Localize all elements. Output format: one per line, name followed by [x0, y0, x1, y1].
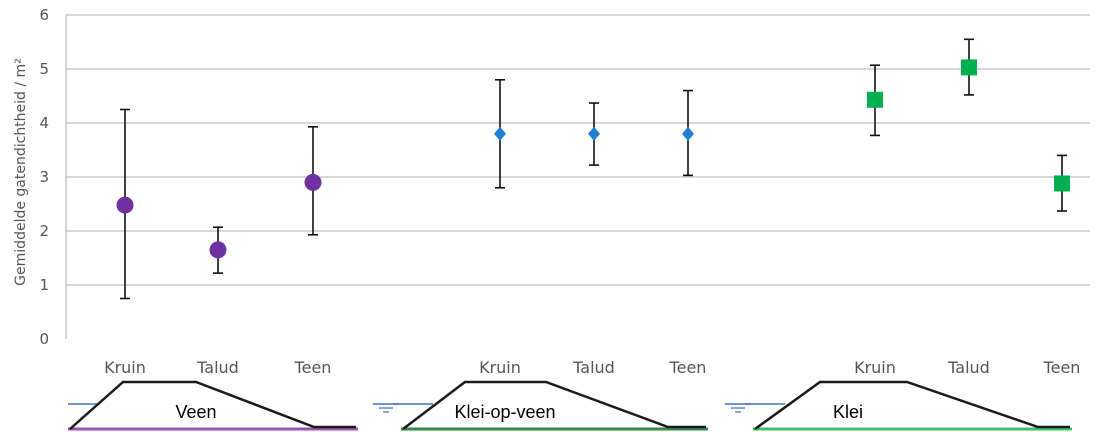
data-point-klei-op-veen-talud	[588, 126, 600, 141]
y-tick-label-3: 3	[39, 168, 49, 186]
data-point-veen-kruin	[116, 196, 134, 214]
dike-profile	[754, 380, 1070, 431]
category-label-talud: Talud	[947, 358, 990, 377]
x-axis-categories: Kruin Talud Teen Kruin Talud Teen Kruin Talud Te…	[104, 358, 1080, 377]
y-axis-label: Gemiddelde gatendichtheid / m²	[13, 58, 29, 286]
y-axis-ticks: 0 1 2 3 4 5 6	[39, 6, 49, 348]
dike-profile	[69, 380, 356, 430]
category-label-teen: Teen	[669, 358, 707, 377]
y-tick-label-5: 5	[39, 60, 49, 78]
y-tick-label-1: 1	[39, 276, 49, 294]
category-label-talud: Talud	[196, 358, 239, 377]
dike-diagrams: Veen Klei-op-veen Klei	[68, 380, 1072, 431]
error-bars	[120, 38, 1067, 300]
data-point-klei-teen	[1054, 175, 1070, 192]
dike-soil-label: Klei	[833, 402, 863, 422]
category-label-kruin: Kruin	[854, 358, 896, 377]
y-tick-label-4: 4	[39, 114, 49, 132]
dike-diagram-klei: Klei	[725, 380, 1072, 431]
data-points	[116, 59, 1070, 259]
dike-soil-label: Klei-op-veen	[454, 402, 555, 422]
data-point-klei-talud	[961, 59, 977, 76]
data-point-veen-teen	[304, 173, 322, 191]
dike-soil-label: Veen	[175, 402, 216, 422]
category-label-teen: Teen	[1043, 358, 1081, 377]
grid-lines	[65, 14, 1090, 339]
category-label-kruin: Kruin	[104, 358, 146, 377]
y-tick-label-0: 0	[39, 330, 49, 348]
data-point-klei-kruin	[867, 91, 883, 108]
data-point-klei-op-veen-teen	[682, 126, 694, 141]
data-point-veen-talud	[209, 241, 227, 259]
y-tick-label-2: 2	[39, 222, 49, 240]
category-label-kruin: Kruin	[479, 358, 521, 377]
category-label-talud: Talud	[572, 358, 615, 377]
category-label-teen: Teen	[294, 358, 332, 377]
data-point-klei-op-veen-kruin	[494, 126, 506, 141]
dike-diagram-klei-op-veen: Klei-op-veen	[373, 380, 708, 431]
dike-diagram-veen: Veen	[68, 380, 358, 431]
y-tick-label-6: 6	[39, 6, 49, 24]
dike-profile	[402, 380, 706, 430]
